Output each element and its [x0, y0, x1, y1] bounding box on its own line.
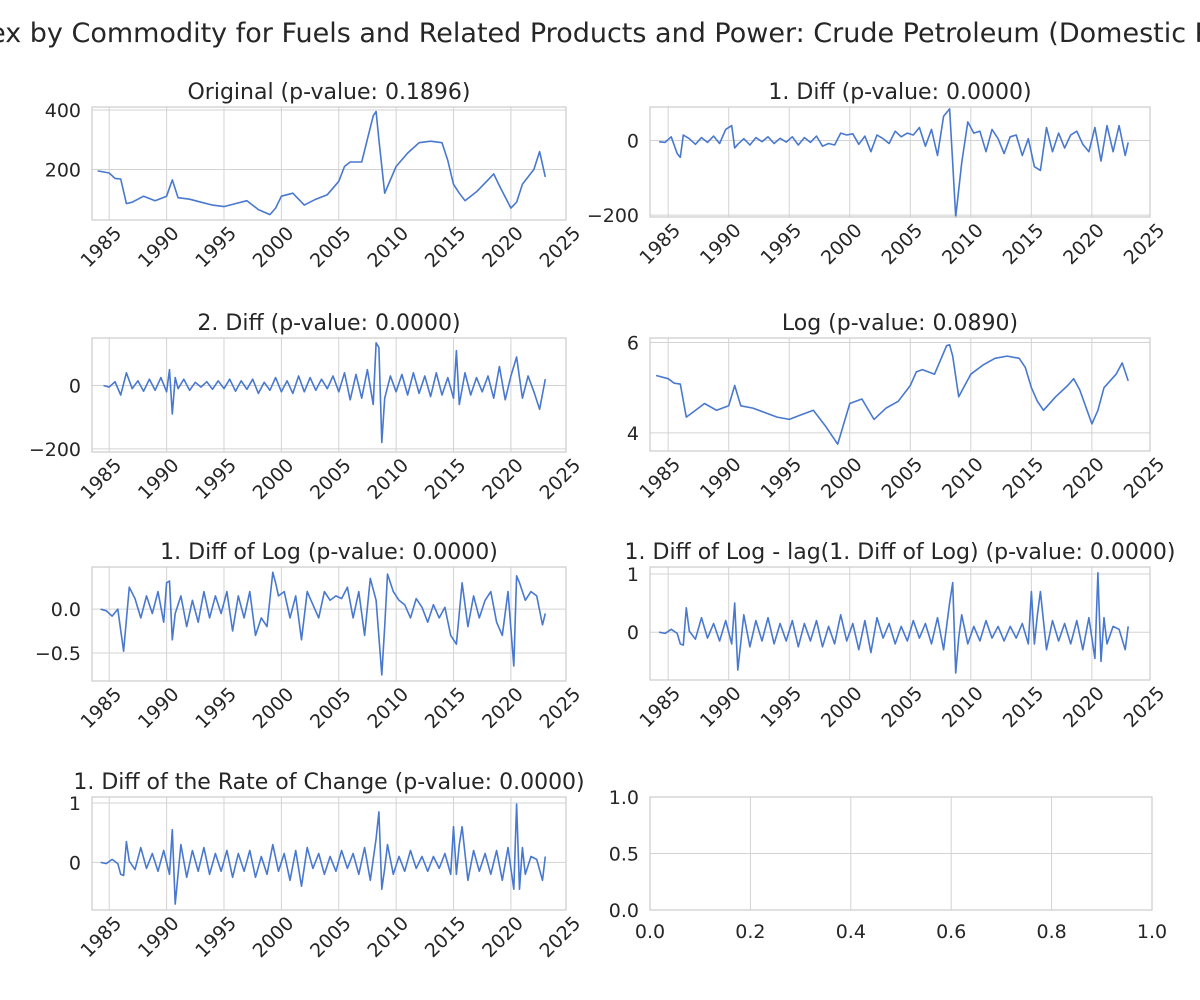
y-tick-label: 0.0	[609, 900, 639, 922]
y-tick-label: 6	[627, 333, 639, 355]
series-line	[655, 343, 1129, 446]
y-tick-label: 1	[627, 564, 639, 586]
subplot-title: Original (p-value: 0.1896)	[187, 80, 470, 105]
y-tick-label: 0	[69, 376, 81, 398]
figure-suptitle: ex by Commodity for Fuels and Related Pr…	[0, 18, 1200, 49]
y-tick-label: 0	[69, 852, 81, 874]
y-tick-label: 1	[69, 793, 81, 815]
subplot-title: 1. Diff of Log (p-value: 0.0000)	[160, 540, 498, 565]
y-tick-label: 400	[45, 100, 81, 122]
y-tick-label: 0.5	[609, 844, 639, 866]
subplot-title: 1. Diff (p-value: 0.0000)	[768, 80, 1031, 105]
axes-frame	[649, 796, 1153, 911]
series-line	[658, 571, 1129, 674]
axes-frame	[91, 106, 567, 221]
x-tick-label: 1.0	[1137, 921, 1167, 943]
axes-frame	[91, 337, 567, 453]
x-tick-label: 0.0	[635, 921, 665, 943]
axes-frame	[649, 106, 1151, 218]
series-line	[103, 341, 547, 444]
subplot-title: 2. Diff (p-value: 0.0000)	[197, 311, 460, 336]
axes-frame	[91, 796, 567, 911]
y-tick-label: 0	[627, 622, 639, 644]
axes-frame	[649, 566, 1151, 681]
y-tick-label: 0.0	[51, 599, 81, 621]
y-tick-label: 0	[627, 131, 639, 153]
axes-frame	[649, 337, 1151, 452]
y-tick-label: −200	[29, 439, 81, 461]
y-tick-label: −200	[587, 205, 639, 227]
axes-frame	[91, 566, 567, 682]
subplot-title: Log (p-value: 0.0890)	[782, 311, 1018, 336]
series-line	[97, 110, 547, 216]
series-line	[100, 571, 547, 676]
x-tick-label: 0.2	[735, 921, 765, 943]
x-tick-label: 0.8	[1036, 921, 1066, 943]
y-tick-label: 4	[627, 423, 639, 445]
subplot-title: 1. Diff of the Rate of Change (p-value: …	[73, 770, 584, 795]
y-tick-label: 200	[45, 159, 81, 181]
series-line	[659, 108, 1129, 218]
y-tick-label: −0.5	[35, 643, 81, 665]
subplot-title: 1. Diff of Log - lag(1. Diff of Log) (p-…	[625, 540, 1176, 565]
subplot-8: 0.0 0.5 1.0 0.0 0.2 0.4 0.6 0.8 1.0	[609, 787, 1167, 943]
x-tick-label: 0.6	[936, 921, 966, 943]
series-line	[100, 803, 547, 905]
x-tick-label: 0.4	[836, 921, 866, 943]
y-tick-label: 1.0	[609, 787, 639, 809]
